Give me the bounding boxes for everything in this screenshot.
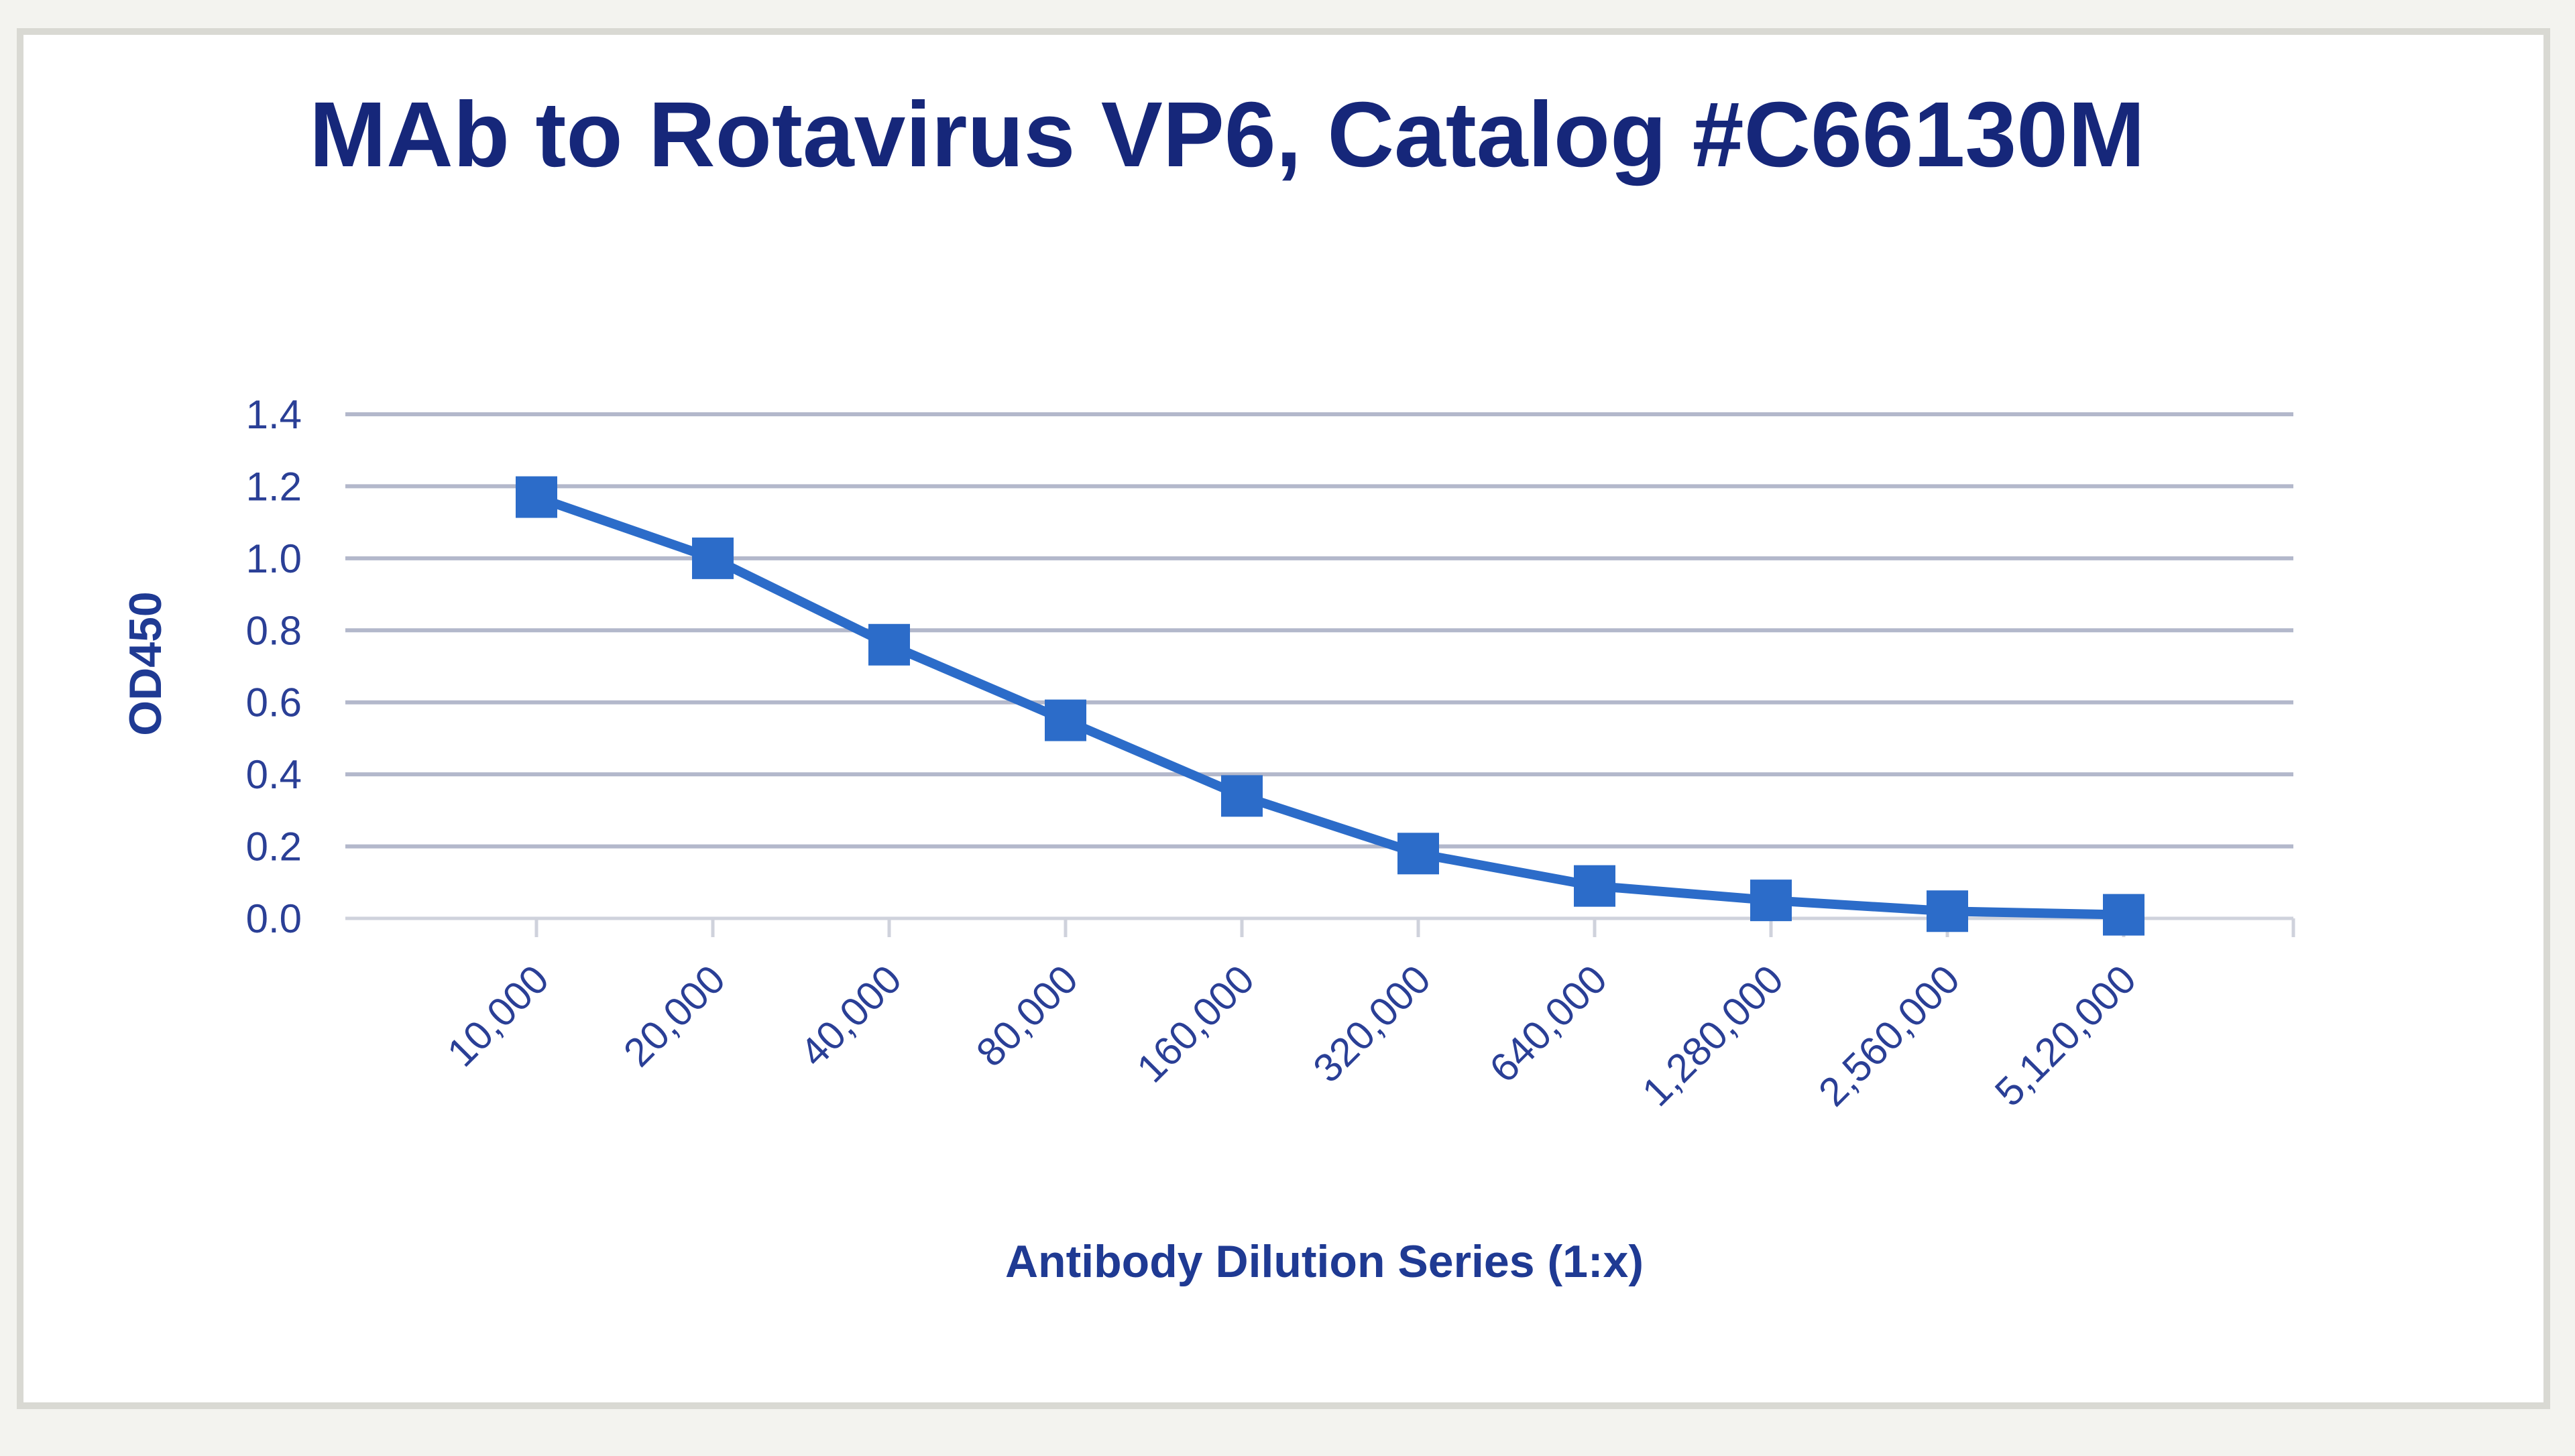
x-tick-label: 640,000 <box>1481 957 1615 1091</box>
data-point <box>516 476 557 518</box>
x-tick-label: 2,560,000 <box>1810 957 1968 1115</box>
y-tick-label: 1.4 <box>246 392 302 437</box>
series-line <box>534 492 2124 920</box>
data-point <box>1750 879 1792 922</box>
data-point <box>1927 890 1968 932</box>
x-tick-label: 20,000 <box>615 957 734 1075</box>
x-axis-ticks: 10,000 20,000 40,000 80,000 160,000 320,000 64… <box>439 957 2144 1115</box>
x-tick-label: 160,000 <box>1128 957 1263 1091</box>
data-point <box>692 537 734 579</box>
x-tick-label: 80,000 <box>968 957 1086 1075</box>
y-tick-label: 0.4 <box>246 752 302 797</box>
x-tick-label: 320,000 <box>1304 957 1439 1091</box>
y-tick-label: 1.0 <box>246 536 302 581</box>
series <box>516 476 2144 936</box>
chart-frame <box>17 28 2550 1409</box>
y-tick-label: 0.0 <box>246 896 302 941</box>
data-point <box>1397 833 1439 875</box>
x-tick-label: 40,000 <box>791 957 910 1075</box>
y-tick-label: 1.2 <box>246 464 302 509</box>
x-axis <box>345 916 2295 937</box>
y-axis-label: OD450 <box>120 591 171 735</box>
x-tick-label: 1,280,000 <box>1634 957 1792 1115</box>
y-axis-ticks: 0.0 0.2 0.4 0.6 0.8 1.0 1.2 1.4 <box>246 392 302 941</box>
data-point <box>1221 775 1263 817</box>
chart-title: MAb to Rotavirus VP6, Catalog #C66130M <box>309 83 2145 186</box>
x-tick-label: 5,120,000 <box>1986 957 2144 1115</box>
y-tick-label: 0.2 <box>246 825 302 869</box>
x-tick-label: 10,000 <box>439 957 557 1075</box>
x-axis-label: Antibody Dilution Series (1:x) <box>1005 1236 1644 1287</box>
y-tick-label: 0.8 <box>246 608 302 653</box>
data-point <box>2103 894 2144 936</box>
gridlines <box>345 412 2293 849</box>
y-tick-label: 0.6 <box>246 680 302 725</box>
data-point <box>1045 699 1086 741</box>
data-point <box>1574 865 1615 907</box>
data-point <box>868 623 910 666</box>
